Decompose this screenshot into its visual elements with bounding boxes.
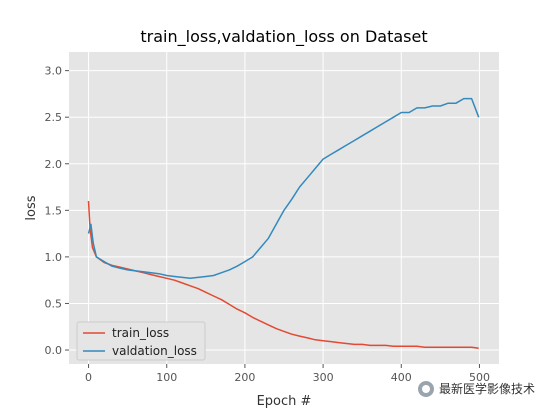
watermark-text: 最新医学影像技术 xyxy=(439,382,536,396)
watermark-logo-icon xyxy=(418,380,434,397)
y-axis-label: loss xyxy=(24,195,39,220)
x-tick-label: 0 xyxy=(85,371,92,384)
x-tick-label: 300 xyxy=(313,371,334,384)
legend-box xyxy=(76,321,206,361)
chart-title: train_loss,valdation_loss on Dataset xyxy=(140,27,427,47)
x-tick-label: 200 xyxy=(234,371,255,384)
x-axis-label: Epoch # xyxy=(257,394,312,409)
y-tick-label: 1.0 xyxy=(45,251,63,264)
y-tick-label: 0.5 xyxy=(45,297,63,310)
x-ticks: 0 100 200 300 400 500 xyxy=(85,364,490,384)
watermark: 最新医学影像技术 xyxy=(418,380,535,397)
y-tick-label: 2.0 xyxy=(45,158,63,171)
series-line-valdation-loss xyxy=(87,97,480,280)
plot-background xyxy=(69,52,499,364)
y-tick-label: 1.5 xyxy=(45,204,63,217)
x-tick-label: 500 xyxy=(469,371,490,384)
y-tick-label: 3.0 xyxy=(45,65,63,78)
legend-label-valdation-loss: valdation_loss xyxy=(112,344,197,358)
series-lines xyxy=(87,97,480,349)
x-tick-label: 400 xyxy=(391,371,412,384)
y-tick-label: 0.0 xyxy=(45,344,63,357)
legend-label-train-loss: train_loss xyxy=(112,326,169,340)
legend: train_loss valdation_loss xyxy=(76,321,206,361)
grid xyxy=(69,52,499,364)
x-tick-label: 100 xyxy=(156,371,177,384)
y-tick-label: 2.5 xyxy=(45,111,63,124)
y-ticks: 0.0 0.5 1.0 1.5 2.0 2.5 3.0 xyxy=(45,65,69,357)
